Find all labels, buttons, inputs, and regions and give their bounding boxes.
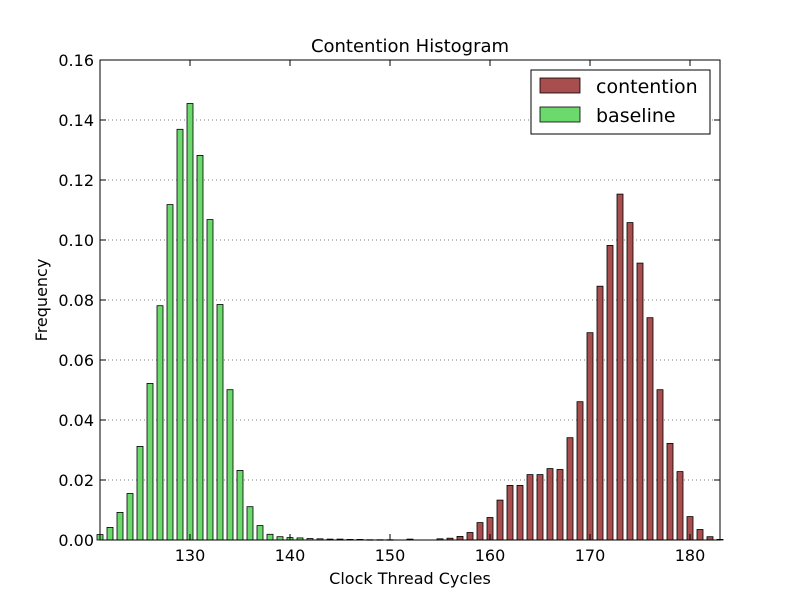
bar-contention bbox=[476, 522, 484, 541]
x-tick-label: 180 bbox=[675, 546, 706, 565]
y-tick-label: 0.10 bbox=[58, 231, 94, 250]
y-tick-label: 0.04 bbox=[58, 411, 94, 430]
bar-baseline bbox=[256, 525, 264, 541]
bar-baseline bbox=[176, 128, 184, 541]
bar-contention bbox=[586, 332, 594, 541]
bar-baseline bbox=[106, 527, 114, 541]
bar-contention bbox=[596, 285, 604, 541]
bar-contention bbox=[666, 442, 674, 541]
y-tick-label: 0.16 bbox=[58, 51, 94, 70]
y-tick-label: 0.06 bbox=[58, 351, 94, 370]
bar-contention bbox=[626, 222, 634, 541]
y-tick-label: 0.02 bbox=[58, 471, 94, 490]
axis-ticks: 0.00 0.02 0.04 0.06 0.08 0.10 0.12 0.14 0.16 130 1… bbox=[58, 51, 720, 565]
bar-baseline bbox=[166, 204, 174, 541]
legend-swatch-contention bbox=[539, 77, 581, 94]
bar-contention bbox=[566, 437, 574, 541]
bar-baseline bbox=[236, 469, 244, 541]
bar-contention bbox=[556, 469, 564, 541]
bar-baseline bbox=[196, 154, 204, 541]
legend: contention baseline bbox=[530, 69, 711, 135]
bar-baseline bbox=[136, 445, 144, 541]
bar-contention bbox=[536, 474, 544, 541]
y-tick-label: 0.00 bbox=[58, 531, 94, 550]
bar-contention bbox=[606, 244, 614, 541]
bar-baseline bbox=[206, 219, 214, 541]
bar-contention bbox=[676, 471, 684, 541]
bar-baseline bbox=[156, 305, 164, 541]
legend-label-baseline: baseline bbox=[596, 105, 676, 127]
x-tick-label: 150 bbox=[375, 546, 406, 565]
bar-baseline bbox=[266, 533, 274, 541]
bar-contention bbox=[456, 536, 464, 541]
y-axis-label: Frequency bbox=[32, 259, 51, 342]
bar-contention bbox=[526, 474, 534, 541]
bar-contention bbox=[516, 484, 524, 541]
bar-contention bbox=[636, 262, 644, 541]
x-tick-label: 160 bbox=[475, 546, 506, 565]
bar-contention bbox=[506, 484, 514, 541]
bar-contention bbox=[656, 389, 664, 541]
legend-label-contention: contention bbox=[596, 76, 698, 98]
bar-baseline bbox=[186, 103, 194, 541]
bar-contention bbox=[546, 468, 554, 541]
y-tick-label: 0.08 bbox=[58, 291, 94, 310]
y-tick-label: 0.12 bbox=[58, 171, 94, 190]
bar-baseline bbox=[126, 493, 134, 541]
legend-swatch-baseline bbox=[539, 106, 581, 123]
chart-title: Contention Histogram bbox=[311, 36, 509, 57]
bar-contention bbox=[496, 499, 504, 541]
bar-baseline bbox=[246, 506, 254, 541]
bar-contention bbox=[696, 529, 704, 541]
y-tick-label: 0.14 bbox=[58, 111, 94, 130]
bar-baseline bbox=[146, 382, 154, 541]
x-tick-label: 130 bbox=[175, 546, 206, 565]
x-tick-label: 170 bbox=[575, 546, 606, 565]
bar-baseline bbox=[216, 304, 224, 541]
bar-baseline bbox=[226, 389, 234, 541]
x-tick-label: 140 bbox=[275, 546, 306, 565]
x-axis-label: Clock Thread Cycles bbox=[329, 569, 491, 588]
bars bbox=[96, 103, 724, 541]
bar-contention bbox=[466, 532, 474, 541]
bar-contention bbox=[616, 193, 624, 541]
bar-contention bbox=[576, 401, 584, 541]
bar-baseline bbox=[116, 512, 124, 541]
bar-contention bbox=[646, 317, 654, 541]
